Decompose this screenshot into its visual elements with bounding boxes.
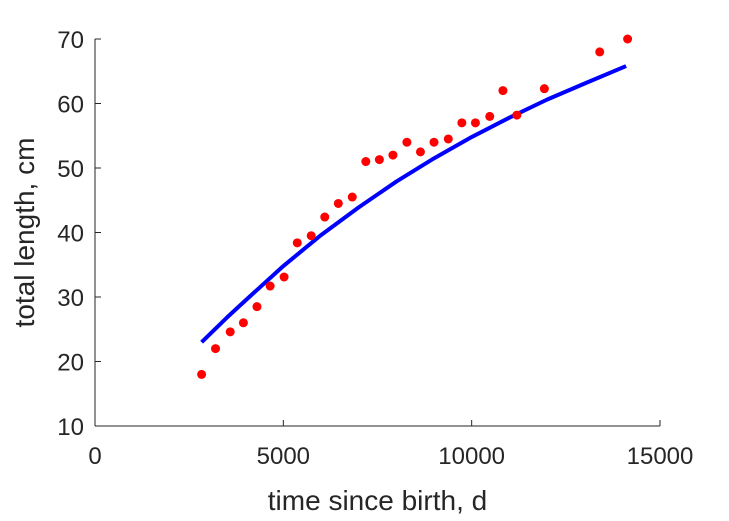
data-point [265,281,275,291]
x-tick-label: 10000 [438,443,505,470]
data-point [498,86,508,96]
data-point [485,111,495,121]
y-tick-label: 40 [57,221,84,248]
data-point [470,118,480,128]
points-group [197,34,633,379]
data-point [252,302,262,312]
data-point [333,198,343,208]
data-point [402,137,412,147]
y-tick-label: 20 [57,350,84,377]
x-axis-label: time since birth, d [268,485,487,516]
ticks: 10 20 30 40 50 60 70 0 5000 10000 15000 [57,27,693,470]
data-point [306,231,316,241]
data-point [238,318,248,328]
data-point [361,157,371,167]
data-point [374,155,384,165]
y-tick-label: 60 [57,92,84,119]
axes [94,39,660,427]
data-point [443,134,453,144]
data-point [279,272,289,282]
fit-line [200,64,627,344]
data-point [415,147,425,157]
data-point [623,34,633,44]
y-axis-label: total length, cm [9,138,40,328]
data-point [539,84,549,94]
y-tick-label: 70 [57,27,84,54]
y-tick-label: 30 [57,285,84,312]
data-point [320,212,330,222]
data-point [211,344,221,354]
data-point [197,369,207,379]
data-point [347,192,357,202]
x-tick-label: 15000 [627,443,694,470]
data-point [457,118,467,128]
y-tick-label: 50 [57,156,84,183]
fit-line-group [200,64,627,344]
data-point [429,137,439,147]
data-point [512,110,522,120]
data-point [595,47,605,57]
x-tick-label: 5000 [257,443,310,470]
data-point [388,150,398,160]
y-tick-label: 10 [57,414,84,441]
data-point [292,238,302,248]
x-tick-label: 0 [88,443,101,470]
data-point [225,327,235,337]
